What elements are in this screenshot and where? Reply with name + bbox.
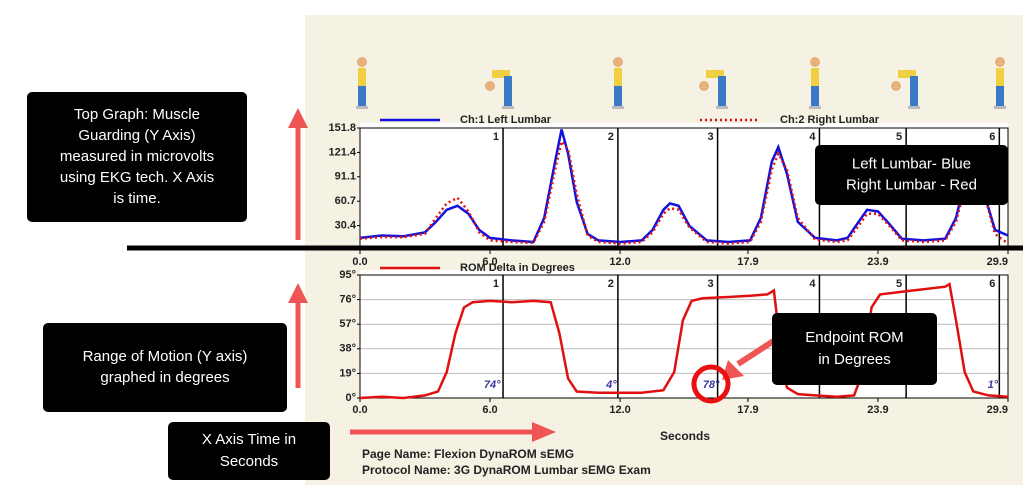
annotation-text: Right Lumbar - Red <box>846 176 977 193</box>
y-tick-label: 95° <box>339 269 356 281</box>
x-tick-label: 0.0 <box>352 404 367 416</box>
annotation-text: graphed in degrees <box>100 369 229 386</box>
event-label: 3 <box>707 131 713 143</box>
y-tick-label: 19° <box>339 367 356 379</box>
endpoint-label: 1° <box>988 379 999 391</box>
legend-label: Ch:1 Left Lumbar <box>460 114 552 126</box>
annotation-text: in Degrees <box>818 351 891 368</box>
annotation-box <box>815 145 1008 205</box>
y-tick-label: 121.4 <box>328 146 356 158</box>
endpoint-label: 4° <box>605 379 617 391</box>
annotation-text: measured in microvolts <box>60 148 214 165</box>
annotation-text: Top Graph: Muscle <box>74 106 200 123</box>
page-name: Page Name: Flexion DynaROM sEMG <box>362 447 574 461</box>
event-label: 5 <box>896 131 902 143</box>
annotation-text: using EKG tech. X Axis <box>60 169 214 186</box>
y-tick-label: 76° <box>339 294 356 306</box>
event-label: 4 <box>809 131 816 143</box>
x-axis-label: Seconds <box>660 429 710 443</box>
event-label: 5 <box>896 278 902 290</box>
annotation-text: Endpoint ROM <box>805 329 903 346</box>
legend-label: ROM Delta in Degrees <box>460 262 575 274</box>
event-label: 6 <box>989 131 995 143</box>
annotation-text: Guarding (Y Axis) <box>78 127 195 144</box>
x-tick-label: 23.9 <box>867 256 888 268</box>
x-tick-label: 0.0 <box>352 256 367 268</box>
event-label: 2 <box>608 278 614 290</box>
x-tick-label: 12.0 <box>609 256 630 268</box>
event-label: 3 <box>707 278 713 290</box>
page: 30.4 60.7 91.1 121.4 151.8 0.0 6.0 12.0 17.9 23.9… <box>0 0 1023 485</box>
event-label: 1 <box>493 278 499 290</box>
x-tick-label: 29.9 <box>987 404 1008 416</box>
endpoint-label: 74° <box>484 379 501 391</box>
y-tick-label: 60.7 <box>335 195 356 207</box>
annotation-text: Seconds <box>220 453 278 470</box>
x-tick-label: 17.9 <box>737 404 758 416</box>
y-tick-label: 30.4 <box>335 219 357 231</box>
legend-label: Ch:2 Right Lumbar <box>780 114 880 126</box>
y-tick-label: 151.8 <box>328 122 356 134</box>
event-label: 1 <box>493 131 499 143</box>
x-tick-label: 17.9 <box>737 256 758 268</box>
annotation-text: is time. <box>113 190 161 207</box>
event-label: 6 <box>989 278 995 290</box>
event-label: 2 <box>608 131 614 143</box>
x-tick-label: 29.9 <box>987 256 1008 268</box>
annotation-text: Range of Motion (Y axis) <box>83 348 248 365</box>
y-tick-label: 38° <box>339 343 356 355</box>
annotation-box <box>772 313 937 385</box>
x-tick-label: 23.9 <box>867 404 888 416</box>
event-label: 4 <box>809 278 816 290</box>
annotation-text: X Axis Time in <box>202 431 296 448</box>
annotation-box <box>43 323 287 412</box>
x-tick-label: 12.0 <box>609 404 630 416</box>
annotation-text: Left Lumbar- Blue <box>852 155 971 172</box>
y-tick-label: 91.1 <box>335 171 356 183</box>
y-tick-label: 0° <box>345 392 356 404</box>
y-tick-label: 57° <box>339 318 356 330</box>
protocol-name: Protocol Name: 3G DynaROM Lumbar sEMG Ex… <box>362 463 651 477</box>
x-tick-label: 6.0 <box>482 404 497 416</box>
endpoint-label: 78° <box>703 379 720 391</box>
